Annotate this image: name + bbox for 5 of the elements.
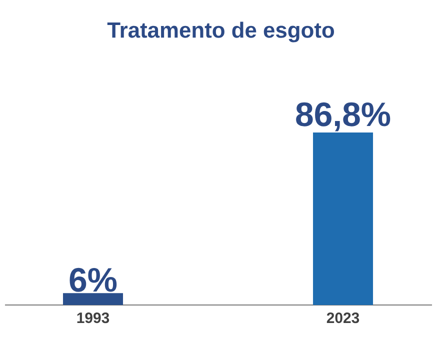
x-tick-label: 2023 [326,312,360,324]
data-label: 6% [70,268,117,292]
x-tick-label: 1993 [77,312,110,324]
data-label: 86,8% [296,102,390,132]
chart-title: Tratamento de esgoto [107,22,334,42]
